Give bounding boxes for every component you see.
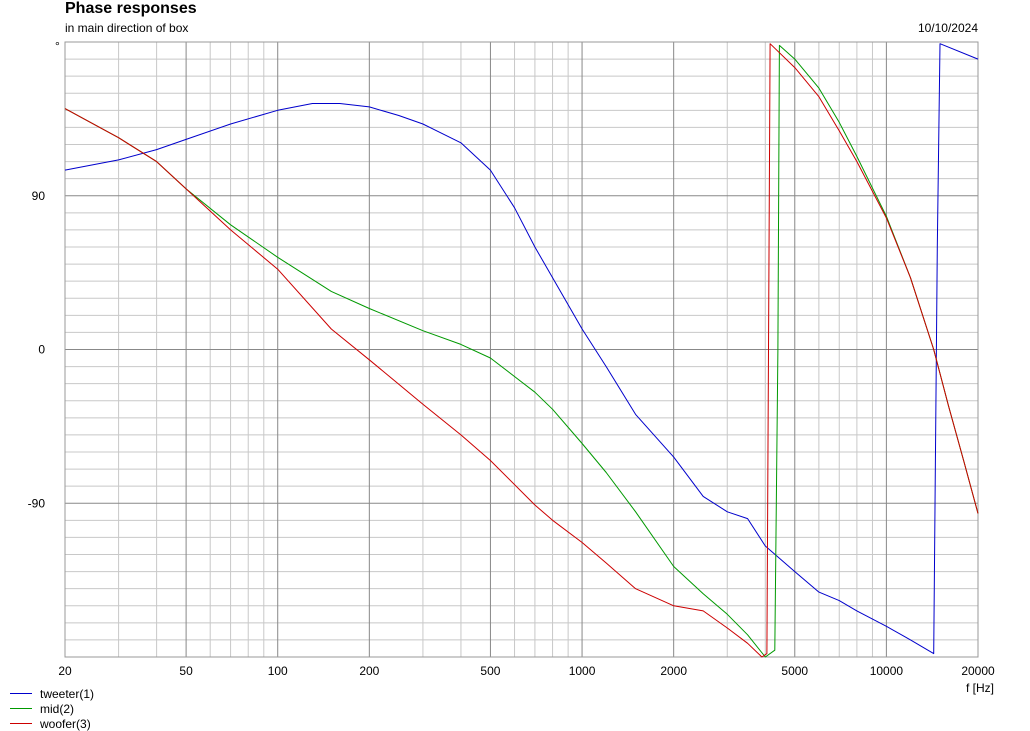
x-tick-label: 500 bbox=[480, 664, 500, 678]
x-tick-label: 1000 bbox=[569, 664, 596, 678]
chart-subtitle: in main direction of box bbox=[65, 21, 189, 35]
plot-frame bbox=[64, 41, 979, 658]
legend-item: mid(2) bbox=[10, 701, 94, 716]
x-tick-label: 10000 bbox=[870, 664, 904, 678]
x-tick-label: 20 bbox=[58, 664, 72, 678]
y-tick-label: 0 bbox=[38, 343, 45, 357]
series-layer bbox=[64, 43, 979, 658]
series-line-2 bbox=[64, 44, 979, 658]
chart-title: Phase responses bbox=[65, 0, 197, 17]
y-axis-label: ° bbox=[55, 39, 60, 53]
x-tick-label: 2000 bbox=[660, 664, 687, 678]
legend-item: tweeter(1) bbox=[10, 686, 94, 701]
y-tick-label: -90 bbox=[28, 496, 46, 510]
x-axis-label: f [Hz] bbox=[966, 681, 994, 695]
series-line-1 bbox=[64, 43, 979, 655]
x-tick-label: 20000 bbox=[961, 664, 995, 678]
legend-swatch bbox=[10, 693, 32, 694]
x-tick-label: 5000 bbox=[781, 664, 808, 678]
legend-label: tweeter(1) bbox=[40, 686, 95, 701]
series-line-3 bbox=[64, 43, 979, 658]
y-axis-tick-labels: 90 0 -90 bbox=[28, 189, 46, 511]
x-tick-label: 100 bbox=[268, 664, 288, 678]
chart-date: 10/10/2024 bbox=[917, 21, 978, 35]
x-tick-label: 200 bbox=[359, 664, 379, 678]
y-tick-label: 90 bbox=[32, 189, 46, 203]
legend: tweeter(1) mid(2) woofer(3) bbox=[10, 686, 94, 731]
legend-swatch bbox=[10, 708, 32, 709]
x-tick-label: 50 bbox=[179, 664, 193, 678]
x-axis-tick-labels: 20 50 100 200 500 1000 2000 5000 10000 20000 bbox=[58, 664, 995, 678]
legend-label: mid(2) bbox=[40, 701, 75, 716]
